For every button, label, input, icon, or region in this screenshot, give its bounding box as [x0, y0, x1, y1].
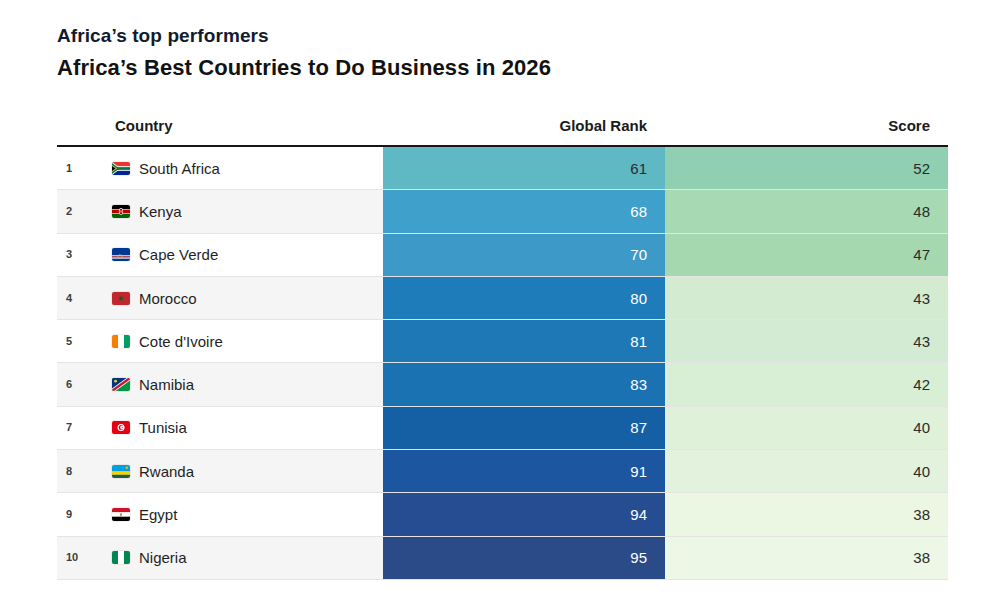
- table-row: 5 Cote d'Ivoire 81 43: [57, 320, 948, 363]
- flag-rwanda-icon: [112, 465, 130, 478]
- position-cell: 5: [57, 320, 105, 362]
- country-name: South Africa: [139, 161, 220, 176]
- rank-cell: 61: [383, 147, 665, 189]
- country-name: Rwanda: [139, 464, 194, 479]
- country-cell: Cape Verde: [105, 234, 383, 276]
- position-cell: 10: [57, 537, 105, 579]
- rank-cell: 68: [383, 190, 665, 232]
- country-cell: Namibia: [105, 363, 383, 405]
- position-cell: 4: [57, 277, 105, 319]
- score-cell: 38: [665, 493, 948, 535]
- rank-cell: 80: [383, 277, 665, 319]
- flag-cote-divoire-icon: [112, 335, 130, 348]
- score-cell: 48: [665, 190, 948, 232]
- score-cell: 43: [665, 320, 948, 362]
- position-cell: 3: [57, 234, 105, 276]
- country-cell: Cote d'Ivoire: [105, 320, 383, 362]
- country-name: Namibia: [139, 377, 194, 392]
- column-header-score: Score: [665, 118, 948, 133]
- score-cell: 40: [665, 407, 948, 449]
- flag-egypt-icon: [112, 508, 130, 521]
- country-name: Morocco: [139, 291, 197, 306]
- country-cell: Morocco: [105, 277, 383, 319]
- country-name: Cote d'Ivoire: [139, 334, 223, 349]
- flag-nigeria-icon: [112, 551, 130, 564]
- flag-morocco-icon: [112, 292, 130, 305]
- rank-cell: 81: [383, 320, 665, 362]
- table-row: 7 Tunisia 87 40: [57, 407, 948, 450]
- position-cell: 8: [57, 450, 105, 492]
- position-cell: 6: [57, 363, 105, 405]
- rank-cell: 87: [383, 407, 665, 449]
- flag-kenya-icon: [112, 205, 130, 218]
- rank-cell: 70: [383, 234, 665, 276]
- table-row: 10 Nigeria 95 38: [57, 537, 948, 580]
- rank-cell: 91: [383, 450, 665, 492]
- infographic-page: Africa’s top performers Africa’s Best Co…: [0, 0, 1000, 600]
- position-cell: 2: [57, 190, 105, 232]
- position-cell: 1: [57, 147, 105, 189]
- column-header-country: Country: [105, 118, 383, 133]
- country-cell: Nigeria: [105, 537, 383, 579]
- score-cell: 42: [665, 363, 948, 405]
- country-name: Nigeria: [139, 550, 187, 565]
- table-row: 2 Kenya 68 48: [57, 190, 948, 233]
- flag-namibia-icon: [112, 378, 130, 391]
- table-header-row: Country Global Rank Score: [57, 105, 948, 147]
- page-title: Africa’s Best Countries to Do Business i…: [57, 55, 551, 81]
- country-cell: Tunisia: [105, 407, 383, 449]
- score-cell: 52: [665, 147, 948, 189]
- rankings-table: Country Global Rank Score 1 South Africa…: [57, 105, 948, 580]
- rank-cell: 95: [383, 537, 665, 579]
- column-header-global-rank: Global Rank: [383, 118, 665, 133]
- kicker: Africa’s top performers: [57, 25, 269, 47]
- country-cell: Rwanda: [105, 450, 383, 492]
- score-cell: 38: [665, 537, 948, 579]
- score-cell: 47: [665, 234, 948, 276]
- table-row: 8 Rwanda 91 40: [57, 450, 948, 493]
- country-name: Kenya: [139, 204, 182, 219]
- rank-cell: 83: [383, 363, 665, 405]
- score-cell: 43: [665, 277, 948, 319]
- country-cell: South Africa: [105, 147, 383, 189]
- table-row: 4 Morocco 80 43: [57, 277, 948, 320]
- table-row: 3 Cape Verde 70 47: [57, 234, 948, 277]
- flag-south-africa-icon: [112, 162, 130, 175]
- country-name: Egypt: [139, 507, 177, 522]
- position-cell: 7: [57, 407, 105, 449]
- country-name: Tunisia: [139, 420, 187, 435]
- rank-cell: 94: [383, 493, 665, 535]
- flag-cape-verde-icon: [112, 248, 130, 261]
- score-cell: 40: [665, 450, 948, 492]
- flag-tunisia-icon: [112, 421, 130, 434]
- position-cell: 9: [57, 493, 105, 535]
- country-cell: Kenya: [105, 190, 383, 232]
- table-body: 1 South Africa 61 52 2 Kenya 68 48 3: [57, 147, 948, 580]
- table-row: 9 Egypt 94 38: [57, 493, 948, 536]
- country-name: Cape Verde: [139, 247, 218, 262]
- table-row: 1 South Africa 61 52: [57, 147, 948, 190]
- table-row: 6 Namibia 83 42: [57, 363, 948, 406]
- country-cell: Egypt: [105, 493, 383, 535]
